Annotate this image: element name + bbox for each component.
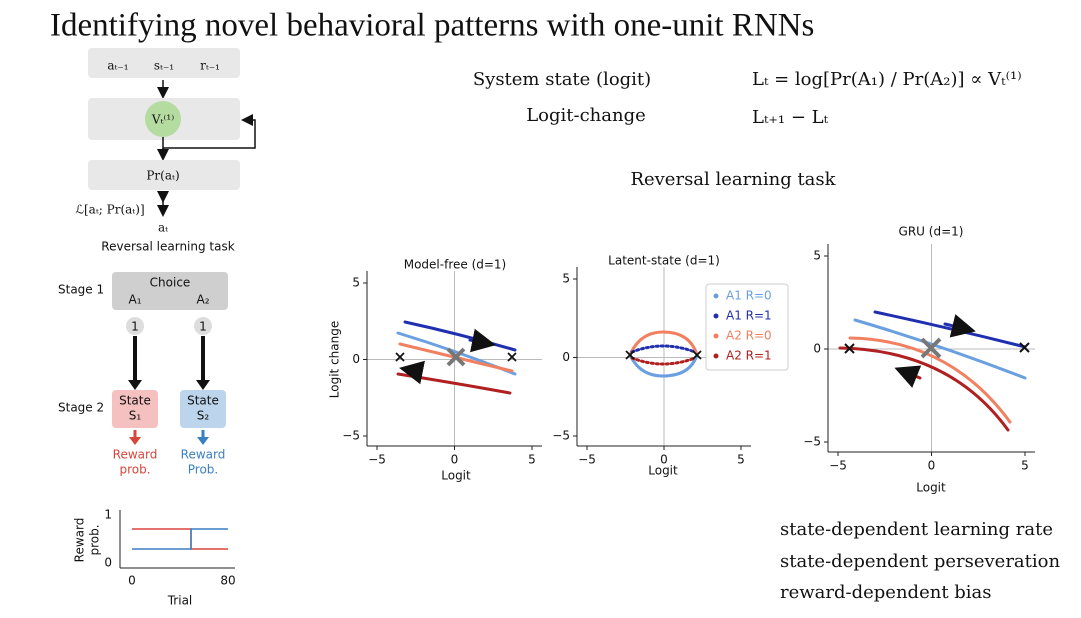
input: sₜ₋₁	[154, 59, 174, 73]
y-tick-label: 5	[562, 272, 570, 286]
arrowhead	[197, 437, 209, 445]
axis-label: Logit	[648, 464, 678, 478]
schedule-line	[132, 528, 228, 550]
loss: ℒ[aₜ; Pr(aₜ)]	[75, 203, 144, 217]
legend-marker	[713, 333, 719, 339]
stage-label: Stage 2	[58, 401, 104, 415]
axis-label: Trial	[167, 594, 193, 608]
state: State	[119, 394, 151, 408]
hidden-unit	[145, 101, 181, 137]
arrowhead	[196, 380, 210, 390]
panel-curves	[838, 310, 1030, 432]
panel-title: Model-free (d=1)	[404, 258, 507, 272]
panels: Model-free (d=1) −5 0 5 5 0 −5 Logit Logit chang…	[328, 225, 1035, 495]
reward: Reward	[113, 448, 158, 462]
legend-marker	[713, 353, 719, 359]
input: aₜ₋₁	[107, 59, 128, 73]
state-box	[112, 390, 158, 428]
action-node	[126, 317, 144, 335]
bullet: reward-dependent bias	[780, 582, 992, 603]
panel-curves	[625, 330, 702, 378]
input-box	[88, 48, 240, 78]
x-tick-label: −5	[578, 453, 596, 467]
y-tick-label: 0	[813, 342, 821, 356]
state: S₂	[197, 409, 210, 423]
x-tick-label: 5	[528, 453, 536, 467]
bullet: state-dependent perseveration	[780, 551, 1060, 572]
axis-label: Reward	[73, 518, 87, 563]
y-tick-label: −5	[803, 435, 821, 449]
arrowhead	[129, 437, 141, 445]
state-box	[180, 390, 226, 428]
tick-label: 0	[104, 556, 112, 570]
tick-label: 1	[104, 508, 112, 522]
legend-label: A1 R=0	[726, 289, 772, 303]
reward-plot: 1 0 0 80 Trial Reward prob.	[73, 508, 236, 608]
node-label: 1	[131, 320, 139, 334]
stage-label: Stage 1	[58, 283, 104, 297]
heading: Reversal learning task	[630, 169, 836, 190]
choice: Choice	[150, 276, 191, 290]
legend-box	[705, 283, 789, 371]
panel-title: Latent-state (d=1)	[608, 254, 720, 268]
legend-marker	[713, 313, 719, 319]
legend-marker	[713, 293, 719, 299]
axis-label: Logit change	[328, 321, 342, 398]
reward: prob.	[119, 463, 150, 477]
y-tick-label: −5	[552, 429, 570, 443]
y-tick-label: −5	[342, 429, 360, 443]
slide-title: Identifying novel behavioral patterns wi…	[50, 8, 814, 44]
formula: Lₜ = log[Pr(A₁) / Pr(A₂)] ∝ Vₜ⁽¹⁾	[752, 69, 1022, 90]
tick-label: 0	[128, 574, 136, 588]
bullet: state-dependent learning rate	[780, 519, 1053, 540]
task-diagram: Stage 1 Choice A₁ A₂ 1 1 Stage 2 State S…	[58, 272, 228, 477]
action: A₁	[128, 293, 141, 307]
axis-label: Logit	[916, 481, 946, 495]
panel-title: GRU (d=1)	[899, 225, 964, 239]
panel-curves	[395, 320, 517, 395]
caption: Reversal learning task	[101, 240, 234, 254]
x-tick-label: −5	[829, 459, 847, 473]
action-node	[194, 317, 212, 335]
reward: Reward	[181, 448, 226, 462]
tick-label: 80	[220, 574, 235, 588]
axis-label: prob.	[88, 524, 102, 555]
term: System state (logit)	[473, 69, 651, 90]
model-diagram: aₜ₋₁ sₜ₋₁ rₜ₋₁ Vₜ⁽¹⁾ Pr(aₜ) ℒ[aₜ; Pr(aₜ)…	[75, 48, 256, 254]
legend-label: A2 R=1	[726, 349, 772, 363]
y-tick-label: 5	[352, 276, 360, 290]
x-tick-label: −5	[368, 453, 386, 467]
formula: Lₜ₊₁ − Lₜ	[752, 107, 829, 128]
y-tick-label: 0	[562, 350, 570, 364]
action: A₂	[196, 293, 209, 307]
legend-label: A2 R=0	[726, 329, 772, 343]
hidden-label: Vₜ⁽¹⁾	[151, 113, 174, 127]
arrowhead	[128, 380, 142, 390]
x-tick-label: 5	[737, 453, 745, 467]
y-tick-label: 5	[813, 249, 821, 263]
x-tick-label: 0	[660, 453, 668, 467]
x-tick-label: 0	[451, 453, 459, 467]
output-box	[88, 160, 240, 190]
axis-label: Logit	[441, 469, 471, 483]
recurrence-arrow	[162, 114, 256, 149]
legend-label: A1 R=1	[726, 309, 772, 323]
reward: Prob.	[188, 463, 218, 477]
output: Pr(aₜ)	[146, 169, 179, 183]
input: rₜ₋₁	[200, 59, 220, 73]
term: Logit-change	[526, 105, 646, 126]
choice-box	[112, 272, 228, 310]
target: aₜ	[158, 221, 168, 235]
x-tick-label: 5	[1021, 459, 1029, 473]
y-tick-label: 0	[352, 352, 360, 366]
legend: A1 R=0 A1 R=1 A2 R=0 A2 R=1	[705, 283, 789, 371]
state: State	[187, 394, 219, 408]
x-tick-label: 0	[928, 459, 936, 473]
state: S₁	[129, 409, 142, 423]
node-label: 1	[199, 320, 207, 334]
